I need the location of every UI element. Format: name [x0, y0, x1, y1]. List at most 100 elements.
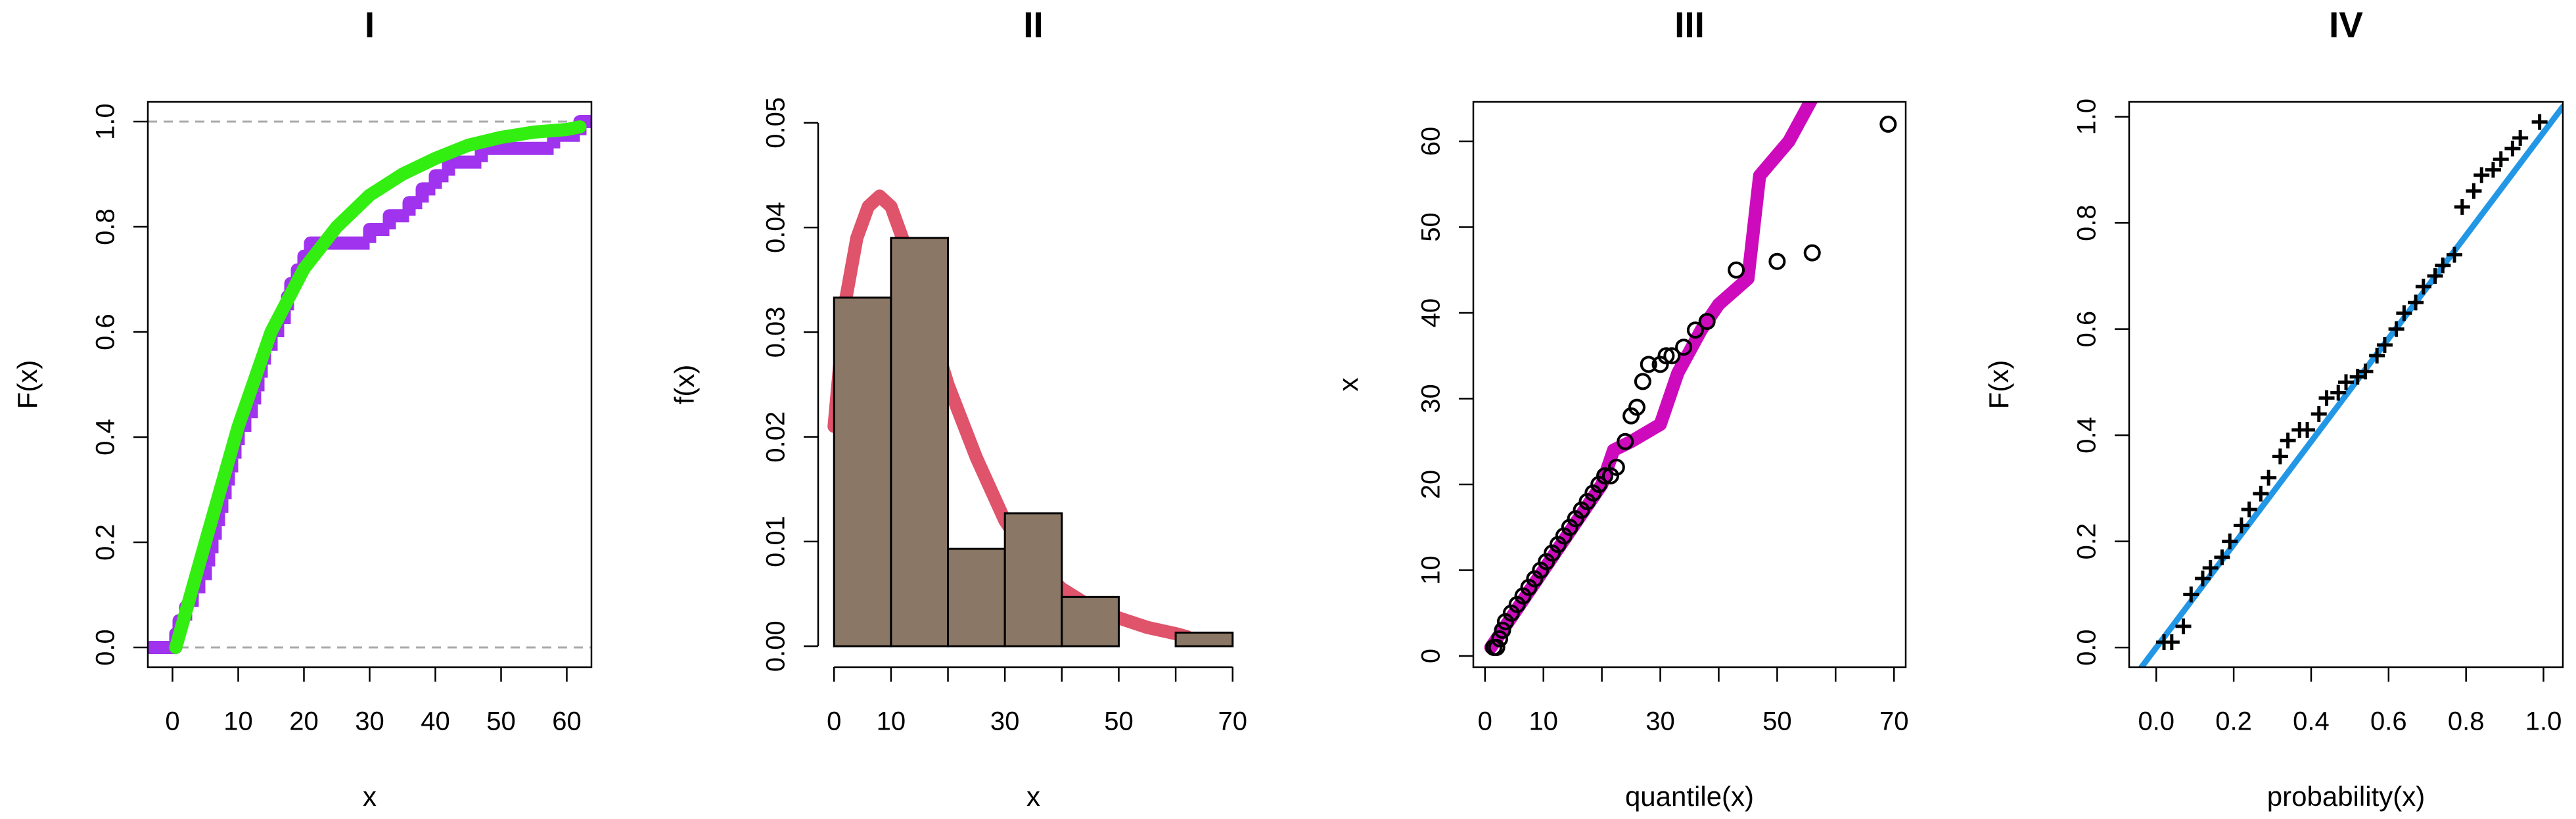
plot-area	[1484, 102, 1818, 654]
y-tick-label: 60	[1417, 127, 1446, 156]
x-tick-label: 0.6	[2370, 707, 2407, 736]
point	[2261, 469, 2277, 486]
ecdf-step	[382, 209, 409, 229]
y-tick-label: 0.8	[91, 208, 120, 245]
point	[2202, 559, 2219, 576]
x-tick-label: 0.8	[2448, 707, 2485, 736]
y-tick-label: 30	[1417, 384, 1446, 413]
point	[2222, 533, 2238, 550]
point	[2369, 347, 2385, 363]
panel-title: II	[1023, 5, 1044, 45]
panel: II x f(x) 0 10 30 50 70 0.00 0.01 0.02 0.03 0.04 0.05	[669, 5, 1247, 812]
point	[1640, 356, 1657, 373]
panel-title: IV	[2329, 5, 2363, 45]
x-axis-label: quantile(x)	[1625, 781, 1754, 812]
panel: III quantile(x) x 0 10 30 50 70 0 10 20 30 40 50 60	[1333, 5, 1908, 812]
plot-area	[2138, 103, 2563, 667]
y-tick-label: 0	[1417, 649, 1446, 663]
point	[2396, 305, 2412, 321]
y-tick-label: 0.05	[762, 97, 791, 149]
ecdf-step	[547, 128, 580, 149]
plot-frame	[1472, 101, 1907, 668]
point	[2415, 279, 2431, 295]
histogram-bar	[1061, 596, 1120, 647]
x-tick-label: 10	[223, 707, 253, 736]
point	[2318, 390, 2335, 406]
x-tick-label: 0.4	[2293, 707, 2330, 736]
x-tick-label: 50	[1762, 707, 1792, 736]
y-tick-label: 10	[1417, 555, 1446, 585]
plot-frame	[147, 101, 593, 668]
ecdf-step	[363, 223, 390, 243]
ecdf-step	[205, 533, 219, 553]
plot-frame	[2128, 101, 2564, 668]
x-tick-label: 0	[165, 707, 179, 736]
fitted-line	[1484, 102, 1818, 654]
point	[2447, 246, 2462, 263]
point	[2512, 129, 2529, 146]
panel: IV probability(x) F(x) 0.0 0.2 0.4 0.6 0.8 1.0 0.…	[1983, 5, 2564, 812]
point	[2473, 167, 2490, 183]
plot-area	[148, 115, 591, 654]
y-axis-label: F(x)	[1983, 360, 2014, 410]
point	[1617, 433, 1634, 450]
x-tick-label: 50	[486, 707, 516, 736]
y-tick-label: 20	[1417, 470, 1446, 500]
y-tick-label: 0.8	[2073, 204, 2102, 241]
plot-area	[827, 189, 1194, 644]
x-tick-label: 70	[1879, 707, 1909, 736]
point	[2299, 422, 2316, 438]
panel: Ix F(x) 0 10 20 30 40 50 60 0.0 0.2 0.4 0.6 0.8 1.0	[12, 5, 593, 812]
point	[1596, 467, 1614, 484]
y-tick-label: 0.02	[762, 411, 791, 463]
point	[2253, 485, 2269, 502]
point	[1657, 347, 1675, 365]
y-tick-label: 1.0	[91, 103, 120, 140]
histogram-bar	[833, 296, 892, 647]
y-tick-label: 0.6	[2073, 311, 2102, 348]
x-axis-label: x	[1026, 781, 1040, 812]
point	[2454, 199, 2470, 215]
point	[1686, 321, 1704, 339]
point	[2357, 363, 2374, 380]
x-tick-label: 1.0	[2525, 707, 2562, 736]
point	[1728, 261, 1745, 279]
point	[1675, 339, 1693, 356]
y-axis-label: x	[1333, 378, 1364, 392]
ecdf-step	[415, 182, 436, 203]
point	[1607, 458, 1625, 476]
x-tick-label: 0	[827, 707, 841, 736]
y-tick-label: 50	[1417, 212, 1446, 242]
point	[2338, 374, 2354, 390]
y-tick-label: 0.6	[91, 314, 120, 350]
panel-title: I	[365, 5, 375, 45]
y-tick-label: 0.01	[762, 516, 791, 567]
y-tick-label: 0.2	[91, 524, 120, 561]
x-tick-label: 50	[1104, 707, 1134, 736]
y-tick-label: 0.0	[2073, 629, 2102, 666]
x-tick-label: 30	[990, 707, 1020, 736]
fitted-line	[2138, 103, 2563, 667]
ecdf-step	[474, 141, 554, 162]
point	[1488, 638, 1506, 656]
x-tick-label: 60	[552, 707, 582, 736]
x-axis-label: probability(x)	[2267, 781, 2425, 812]
x-tick-label: 10	[1529, 707, 1558, 736]
x-tick-label: 0	[1478, 707, 1492, 736]
point	[2163, 634, 2180, 651]
point	[2330, 385, 2347, 401]
point	[1491, 630, 1509, 647]
point	[2376, 337, 2393, 353]
point	[2214, 549, 2230, 565]
point	[1803, 244, 1821, 262]
x-tick-label: 0.2	[2215, 707, 2252, 736]
point	[2233, 517, 2249, 534]
point	[2485, 162, 2501, 178]
x-tick-label: 0.0	[2138, 707, 2174, 736]
point	[2504, 141, 2521, 157]
point	[2466, 183, 2482, 199]
histogram-bar	[1003, 512, 1063, 647]
point	[2272, 448, 2288, 465]
y-axis-label: F(x)	[12, 360, 43, 410]
